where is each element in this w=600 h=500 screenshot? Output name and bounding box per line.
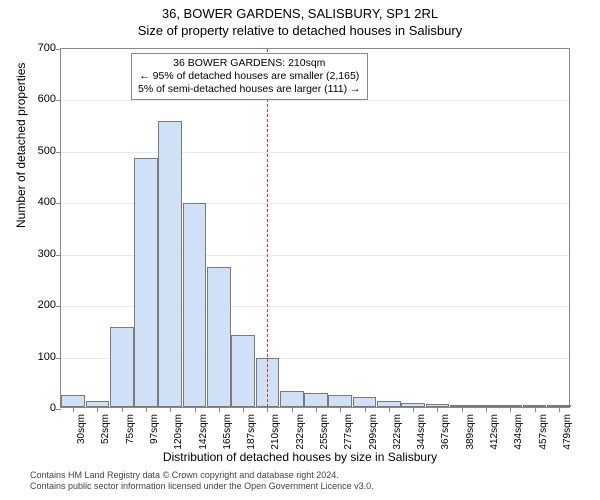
x-tick-label: 255sqm (319, 414, 330, 450)
x-tick (195, 407, 196, 412)
x-tick-label: 277sqm (343, 414, 354, 450)
x-tick-label: 142sqm (198, 414, 209, 450)
x-tick (437, 407, 438, 412)
x-tick-label: 367sqm (440, 414, 451, 450)
y-tick-label: 0 (50, 402, 56, 414)
attribution-line2: Contains public sector information licen… (30, 481, 374, 492)
reference-line (267, 49, 268, 407)
x-tick (170, 407, 171, 412)
x-tick-label: 389sqm (465, 414, 476, 450)
histogram-bar (304, 393, 328, 407)
annotation-box: 36 BOWER GARDENS: 210sqm← 95% of detache… (131, 53, 368, 100)
x-tick (510, 407, 511, 412)
histogram-bar (158, 121, 182, 407)
annotation-line1: 36 BOWER GARDENS: 210sqm (138, 57, 361, 70)
x-tick-label: 299sqm (368, 414, 379, 450)
histogram-bar (183, 203, 207, 407)
y-tick (56, 358, 61, 359)
x-tick (559, 407, 560, 412)
x-axis-label: Distribution of detached houses by size … (0, 450, 600, 464)
x-tick (486, 407, 487, 412)
histogram-bar (134, 158, 158, 407)
y-tick-label: 100 (38, 351, 56, 363)
gridline (61, 100, 569, 101)
y-tick (56, 409, 61, 410)
x-tick-label: 434sqm (513, 414, 524, 450)
title-line1: 36, BOWER GARDENS, SALISBURY, SP1 2RL (0, 0, 600, 21)
x-tick (535, 407, 536, 412)
x-tick (122, 407, 123, 412)
x-tick-label: 75sqm (125, 414, 136, 444)
x-tick (219, 407, 220, 412)
x-tick (389, 407, 390, 412)
histogram-bar (110, 327, 134, 407)
x-tick-label: 97sqm (149, 414, 160, 444)
chart-plot-area: 36 BOWER GARDENS: 210sqm← 95% of detache… (60, 48, 570, 408)
x-tick-label: 457sqm (538, 414, 549, 450)
y-tick (56, 152, 61, 153)
x-tick (462, 407, 463, 412)
y-axis-label: Number of detached properties (14, 63, 28, 228)
histogram-bar (328, 395, 352, 407)
x-tick (243, 407, 244, 412)
x-tick (146, 407, 147, 412)
y-tick-label: 500 (38, 145, 56, 157)
x-tick-label: 232sqm (295, 414, 306, 450)
y-tick-label: 700 (38, 42, 56, 54)
x-tick-label: 187sqm (246, 414, 257, 450)
x-tick (316, 407, 317, 412)
histogram-bar (61, 395, 85, 407)
annotation-line2: ← 95% of detached houses are smaller (2,… (138, 70, 361, 83)
y-tick (56, 100, 61, 101)
x-tick-label: 52sqm (100, 414, 111, 444)
x-tick-label: 210sqm (270, 414, 281, 450)
histogram-bar (353, 397, 377, 407)
y-tick-label: 600 (38, 93, 56, 105)
x-tick (340, 407, 341, 412)
x-tick (73, 407, 74, 412)
y-tick-label: 200 (38, 299, 56, 311)
title-line2: Size of property relative to detached ho… (0, 21, 600, 38)
x-tick-label: 322sqm (392, 414, 403, 450)
attribution-text: Contains HM Land Registry data © Crown c… (30, 470, 374, 492)
x-tick (365, 407, 366, 412)
attribution-line1: Contains HM Land Registry data © Crown c… (30, 470, 374, 481)
x-tick-label: 412sqm (489, 414, 500, 450)
histogram-bar (231, 335, 255, 407)
y-tick-label: 400 (38, 196, 56, 208)
y-tick (56, 306, 61, 307)
x-tick-label: 479sqm (562, 414, 573, 450)
x-tick-label: 344sqm (416, 414, 427, 450)
annotation-line3: 5% of semi-detached houses are larger (1… (138, 83, 361, 96)
x-tick-label: 120sqm (173, 414, 184, 450)
x-tick (292, 407, 293, 412)
x-tick-label: 165sqm (222, 414, 233, 450)
y-tick (56, 203, 61, 204)
gridline (61, 152, 569, 153)
histogram-bar (280, 391, 304, 407)
x-tick-label: 30sqm (76, 414, 87, 444)
x-tick (97, 407, 98, 412)
y-tick (56, 49, 61, 50)
y-tick (56, 255, 61, 256)
x-tick (413, 407, 414, 412)
y-tick-label: 300 (38, 248, 56, 260)
x-tick (267, 407, 268, 412)
histogram-bar (207, 267, 231, 407)
